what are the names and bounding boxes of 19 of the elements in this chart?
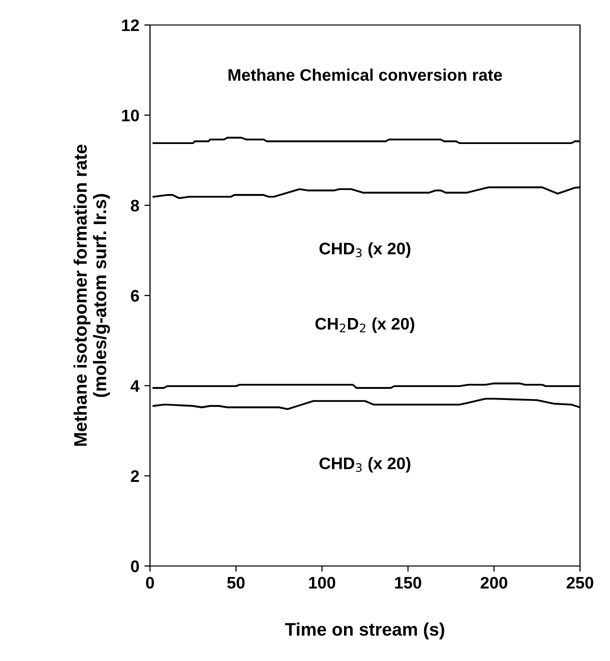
y-axis-title: Methane isotopomer formation rate (moles/g-atom surf. Ir.s) xyxy=(74,144,110,446)
y-tick-label: 12 xyxy=(122,19,139,32)
y-tick-label: 2 xyxy=(130,470,139,482)
x-tick-label: 100 xyxy=(309,576,336,589)
y-tick-label: 6 xyxy=(130,290,139,302)
annotation: CHD$_{3}$ (x 20) xyxy=(320,457,410,473)
y-tick-label: 4 xyxy=(130,380,140,392)
annotation: CHD$_{3}$ (x 20) xyxy=(320,242,410,258)
y-tick-label: 8 xyxy=(130,200,140,212)
annotation: Methane Chemical conversion rate xyxy=(228,68,502,81)
x-tick-label: 0 xyxy=(146,576,154,589)
y-tick-label: 10 xyxy=(122,110,139,122)
x-tick-label: 150 xyxy=(395,576,422,589)
x-tick-label: 50 xyxy=(227,576,245,589)
annotation: CH$_{2}$D$_{2}$ (x 20) xyxy=(315,317,414,333)
y-tick-label: 0 xyxy=(130,560,139,572)
x-axis-title: Time on stream (s) xyxy=(285,622,444,640)
x-tick-label: 200 xyxy=(480,576,508,589)
x-tick-label: 250 xyxy=(566,576,594,589)
